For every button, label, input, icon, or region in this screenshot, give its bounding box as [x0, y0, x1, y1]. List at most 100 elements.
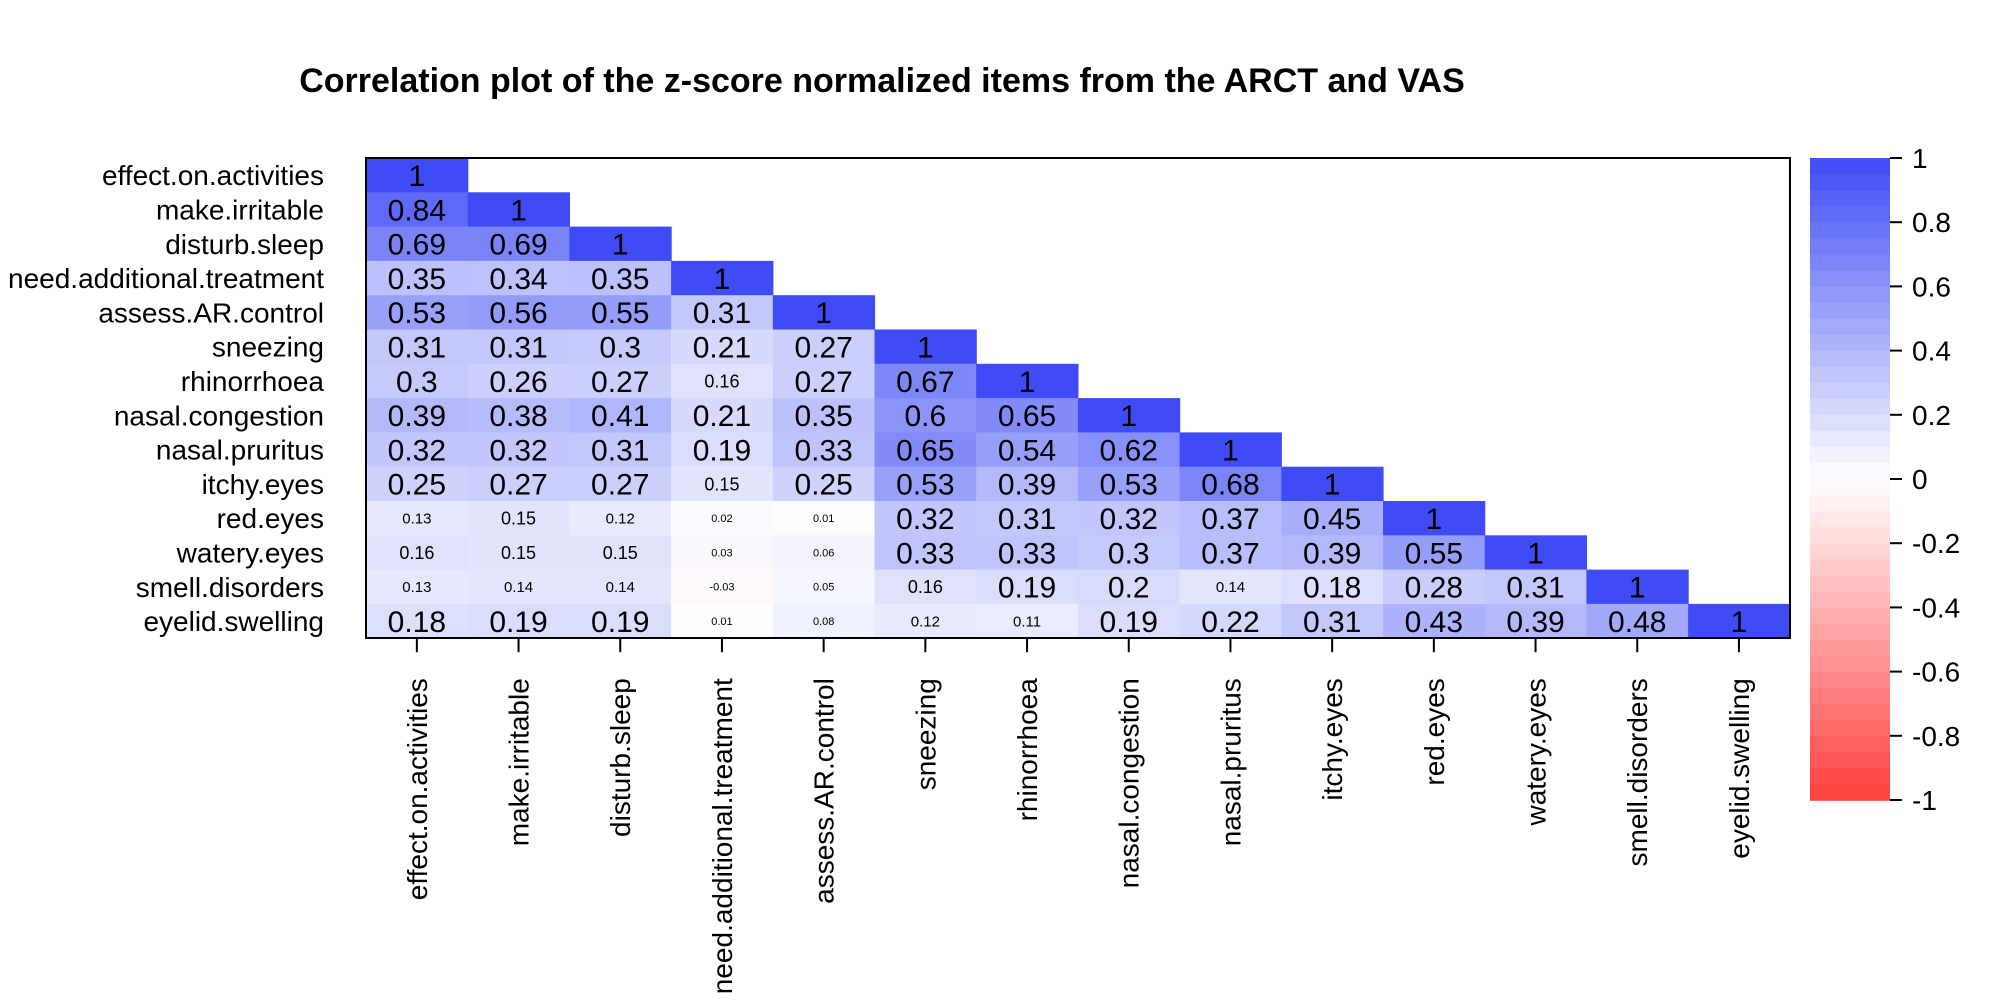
cell-value-13-8: 0.22 — [1201, 606, 1259, 639]
cell-8-7 — [1077, 432, 1181, 468]
cell-value-3-2: 0.35 — [591, 263, 649, 296]
cell-value-12-0: 0.13 — [402, 579, 431, 596]
legend-tick-label-3: 0.4 — [1912, 336, 1951, 367]
cell-3-2 — [569, 260, 672, 296]
cell-value-11-10: 0.55 — [1405, 537, 1463, 570]
cell-1-0 — [366, 192, 469, 228]
cell-7-5 — [874, 398, 977, 433]
legend-swatch-24 — [1810, 543, 1890, 561]
cell-value-13-11: 0.39 — [1506, 606, 1564, 639]
cell-value-5-3: 0.21 — [693, 331, 751, 364]
cell-value-6-1: 0.26 — [489, 366, 547, 399]
cell-12-2 — [569, 569, 672, 605]
cell-value-4-1: 0.56 — [489, 297, 547, 330]
cell-value-9-1: 0.27 — [489, 469, 547, 502]
column-label-2: disturb.sleep — [605, 678, 636, 837]
legend-swatch-8 — [1810, 286, 1890, 304]
legend-tick-label-10: -1 — [1912, 785, 1937, 816]
cell-9-9 — [1281, 466, 1384, 502]
cell-3-3 — [671, 260, 774, 296]
column-label-12: smell.disorders — [1622, 678, 1653, 866]
cell-value-10-7: 0.32 — [1100, 503, 1158, 536]
cell-12-6 — [976, 569, 1079, 605]
cell-6-3 — [671, 363, 774, 399]
cell-value-9-2: 0.27 — [591, 469, 649, 502]
row-label-4: assess.AR.control — [98, 297, 324, 328]
cell-value-7-4: 0.35 — [794, 400, 852, 433]
legend-tick-label-1: 0.8 — [1912, 207, 1951, 238]
column-label-6: rhinorrhoea — [1012, 678, 1043, 822]
cell-12-5 — [874, 569, 977, 605]
legend-swatch-25 — [1810, 559, 1890, 577]
row-label-12: smell.disorders — [136, 572, 324, 603]
cell-10-7 — [1077, 501, 1181, 536]
cell-value-10-5: 0.32 — [896, 503, 954, 536]
legend-tick-label-8: -0.6 — [1912, 657, 1960, 688]
cell-value-12-7: 0.2 — [1108, 572, 1150, 605]
cell-value-9-6: 0.39 — [998, 469, 1056, 502]
column-label-0: effect.on.activities — [402, 678, 433, 900]
legend-swatch-10 — [1810, 318, 1890, 336]
legend-swatch-4 — [1810, 222, 1890, 240]
cell-value-6-2: 0.27 — [591, 366, 649, 399]
cell-value-7-6: 0.65 — [998, 400, 1056, 433]
legend-swatch-35 — [1810, 719, 1890, 737]
cell-9-0 — [366, 466, 469, 502]
cell-value-7-7: 1 — [1120, 400, 1137, 433]
cell-12-4 — [772, 569, 876, 605]
cell-value-11-5: 0.33 — [896, 537, 954, 570]
cell-9-5 — [874, 466, 977, 502]
cell-value-11-8: 0.37 — [1201, 537, 1259, 570]
cell-value-12-12: 1 — [1629, 572, 1646, 605]
cell-8-8 — [1179, 432, 1282, 468]
cell-2-1 — [467, 226, 570, 262]
column-label-8: nasal.pruritus — [1215, 678, 1246, 846]
legend-swatch-0 — [1810, 158, 1890, 175]
cell-1-1 — [467, 192, 570, 228]
legend-swatch-11 — [1810, 334, 1890, 352]
cell-12-11 — [1484, 569, 1587, 605]
cell-10-4 — [772, 501, 876, 536]
legend-swatch-18 — [1810, 446, 1890, 464]
cell-10-1 — [467, 501, 570, 536]
cell-9-1 — [467, 466, 570, 502]
cell-value-6-6: 1 — [1019, 366, 1036, 399]
cell-7-4 — [772, 398, 876, 433]
cell-value-10-0: 0.13 — [402, 511, 431, 528]
cell-value-13-9: 0.31 — [1303, 606, 1361, 639]
cell-6-1 — [467, 363, 570, 399]
cell-11-2 — [569, 535, 672, 571]
cell-10-0 — [366, 501, 469, 536]
row-label-2: disturb.sleep — [165, 229, 324, 260]
cell-13-11 — [1484, 603, 1587, 639]
cell-6-0 — [366, 363, 469, 399]
cell-value-5-1: 0.31 — [489, 331, 547, 364]
legend-swatch-15 — [1810, 398, 1890, 416]
chart-title: Correlation plot of the z-score normaliz… — [299, 62, 1465, 100]
cell-5-4 — [772, 329, 876, 365]
row-label-13: eyelid.swelling — [143, 606, 324, 637]
legend-swatch-31 — [1810, 655, 1890, 673]
cell-7-1 — [467, 398, 570, 433]
column-label-11: watery.eyes — [1521, 678, 1552, 826]
cell-value-0-0: 1 — [409, 160, 426, 193]
cell-10-5 — [874, 501, 977, 536]
cell-value-13-2: 0.19 — [591, 606, 649, 639]
cell-value-11-4: 0.06 — [813, 547, 834, 559]
cell-value-10-3: 0.02 — [711, 513, 732, 525]
legend-swatch-23 — [1810, 527, 1890, 544]
cell-4-0 — [366, 295, 469, 331]
cell-value-8-7: 0.62 — [1100, 434, 1158, 467]
cell-value-12-2: 0.14 — [606, 579, 635, 596]
legend-swatch-1 — [1810, 174, 1890, 191]
cell-value-3-1: 0.34 — [489, 263, 547, 296]
legend-tick-label-5: 0 — [1912, 464, 1928, 495]
cell-11-8 — [1179, 535, 1282, 571]
cell-10-8 — [1179, 501, 1282, 536]
cell-value-9-4: 0.25 — [794, 469, 852, 502]
cell-11-9 — [1281, 535, 1384, 571]
cell-9-3 — [671, 466, 774, 502]
cell-value-13-7: 0.19 — [1100, 606, 1158, 639]
cell-0-0 — [366, 158, 469, 193]
legend-swatch-9 — [1810, 302, 1890, 320]
